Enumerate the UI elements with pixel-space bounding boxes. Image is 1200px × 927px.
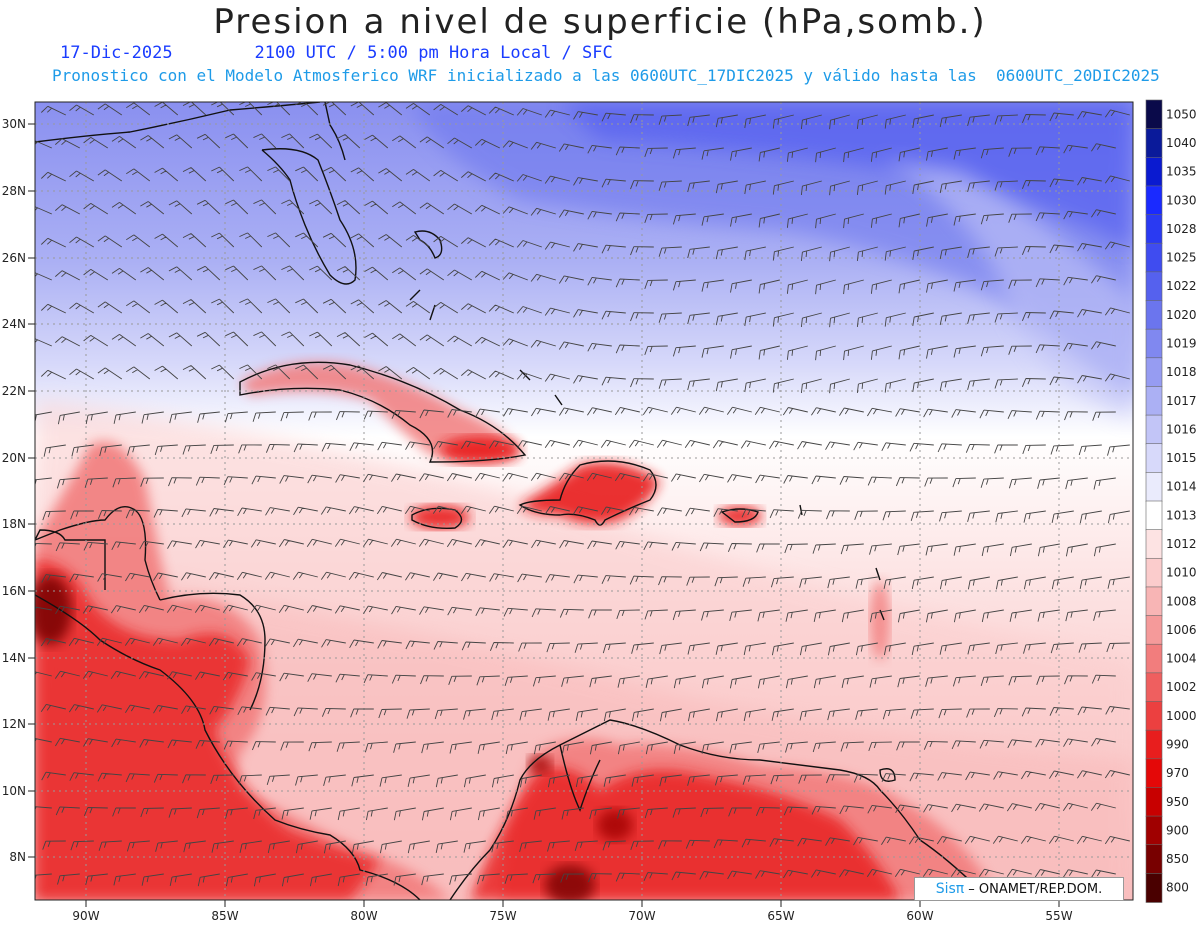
wind-barb-paths: [35, 102, 1130, 887]
colorbar-swatch: [1145, 300, 1163, 330]
lat-labels: 30N 28N 26N 24N 22N 20N 18N 16N 14N 12N …: [2, 117, 26, 864]
lon-label: 85W: [211, 909, 238, 923]
colorbar-label: 1018: [1166, 365, 1197, 379]
forecast-time: 2100 UTC / 5:00 pm Hora Local / SFC: [254, 43, 613, 63]
colorbar-label: 1002: [1166, 680, 1197, 694]
colorbar-swatch: [1145, 185, 1163, 216]
colorbar-label: 1020: [1166, 308, 1197, 322]
colorbar-label: 990: [1166, 737, 1189, 751]
colorbar-swatch: [1145, 443, 1163, 474]
colorbar-label: 1012: [1166, 537, 1197, 551]
colorbar-swatch: [1145, 643, 1163, 674]
colorbar-label: 1040: [1166, 136, 1197, 150]
coastlines: [35, 102, 991, 900]
colorbar-label: 950: [1166, 795, 1189, 809]
model-info-line: Pronostico con el Modelo Atmosferico WRF…: [52, 66, 1160, 85]
lat-label: 12N: [2, 717, 26, 731]
axis-ticks: [28, 123, 1060, 907]
colorbar-swatch: [1145, 815, 1163, 846]
colorbar-label: 1030: [1166, 193, 1197, 207]
lat-label: 26N: [2, 251, 26, 265]
sispi-logo: Sisπ: [935, 881, 965, 897]
colorbar-label: 1004: [1166, 652, 1197, 666]
lat-label: 10N: [2, 784, 26, 798]
lat-label: 24N: [2, 317, 26, 331]
credit-text: – ONAMET/REP.DOM.: [968, 881, 1103, 897]
lat-label: 30N: [2, 117, 26, 131]
lat-label: 8N: [9, 850, 26, 864]
colorbar-label: 1006: [1166, 623, 1197, 637]
lat-label: 22N: [2, 384, 26, 398]
lon-label: 55W: [1045, 909, 1072, 923]
colorbar-label: 1050: [1166, 107, 1197, 121]
colorbar-label: 800: [1166, 881, 1189, 895]
graticule: [35, 102, 1133, 900]
colorbar-label: 850: [1166, 852, 1189, 866]
lat-label: 16N: [2, 584, 26, 598]
lat-label: 28N: [2, 184, 26, 198]
colorbar-swatch: [1145, 500, 1163, 531]
lon-label: 75W: [489, 909, 516, 923]
colorbar-swatch: [1145, 271, 1163, 302]
colorbar-swatch: [1145, 844, 1163, 875]
colorbar-swatch: [1145, 873, 1163, 903]
colorbar-label: 1035: [1166, 165, 1197, 179]
lat-label: 14N: [2, 651, 26, 665]
colorbar-label: 900: [1166, 823, 1189, 837]
forecast-date: 17-Dic-2025: [60, 43, 173, 63]
lon-label: 80W: [350, 909, 377, 923]
colorbar-label: 1028: [1166, 222, 1197, 236]
lon-label: 65W: [767, 909, 794, 923]
lon-labels: 90W 85W 80W 75W 70W 65W 60W 55W: [72, 909, 1072, 923]
colorbar-label: 970: [1166, 766, 1189, 780]
map-frame: [34, 101, 1134, 901]
colorbar-label: 1016: [1166, 422, 1197, 436]
lon-label: 60W: [906, 909, 933, 923]
lon-label: 70W: [628, 909, 655, 923]
credit-box: Sisπ – ONAMET/REP.DOM.: [914, 877, 1124, 901]
colorbar-swatch: [1145, 357, 1163, 388]
colorbar: 1050 1040 1035 1030 1028 1025 1022 1020 1019 1018…: [1145, 99, 1197, 903]
lon-label: 90W: [72, 909, 99, 923]
colorbar-swatch: [1145, 214, 1163, 245]
colorbar-label: 1015: [1166, 451, 1197, 465]
colorbar-label: 1013: [1166, 508, 1197, 522]
colorbar-swatch: [1145, 787, 1163, 817]
colorbar-label: 1025: [1166, 251, 1197, 265]
colorbar-swatch: [1145, 328, 1163, 359]
colorbar-swatch: [1145, 529, 1163, 560]
colorbar-swatch: [1145, 729, 1163, 760]
colorbar-swatch: [1145, 156, 1163, 187]
forecast-time-line: 17-Dic-2025 2100 UTC / 5:00 pm Hora Loca…: [60, 43, 613, 63]
lat-label: 18N: [2, 517, 26, 531]
colorbar-swatch: [1145, 99, 1163, 130]
wind-barbs: [35, 102, 1130, 887]
colorbar-label: 1014: [1166, 480, 1197, 494]
colorbar-swatch: [1145, 128, 1163, 159]
colorbar-swatch: [1145, 386, 1163, 416]
colorbar-swatch: [1145, 586, 1163, 617]
colorbar-swatch: [1145, 242, 1163, 273]
colorbar-label: 1000: [1166, 709, 1197, 723]
lat-label: 20N: [2, 451, 26, 465]
colorbar-label: 1019: [1166, 336, 1197, 350]
colorbar-swatch: [1145, 557, 1163, 588]
map-field: [35, 102, 1133, 900]
colorbar-label: 1010: [1166, 566, 1197, 580]
colorbar-swatch: [1145, 414, 1163, 445]
colorbar-swatch: [1145, 758, 1163, 789]
colorbar-label: 1017: [1166, 394, 1197, 408]
map-title: Presion a nivel de superficie (hPa,somb.…: [213, 2, 987, 42]
colorbar-swatch: [1145, 615, 1163, 646]
colorbar-swatch: [1145, 472, 1163, 502]
colorbar-swatch: [1145, 701, 1163, 731]
colorbar-label: 1022: [1166, 279, 1197, 293]
colorbar-label: 1008: [1166, 594, 1197, 608]
colorbar-swatch: [1145, 672, 1163, 703]
